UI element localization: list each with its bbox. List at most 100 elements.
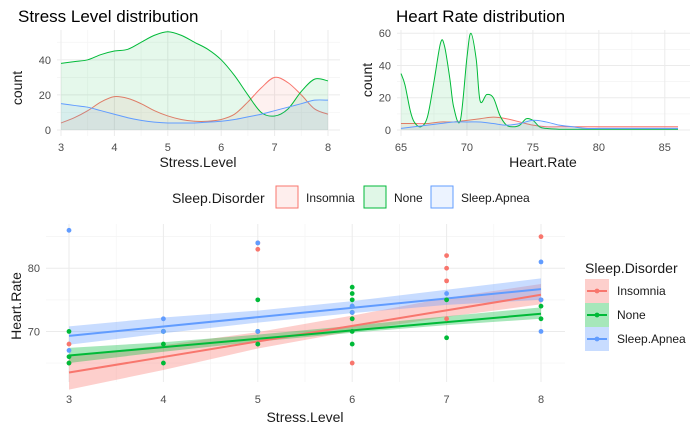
x-tick-label: 6 [349,394,355,406]
point-insomnia [538,234,544,240]
point-sleep-apnea [349,303,355,309]
scatter-chart-xlabel: Stress.Level [266,409,343,425]
point-none [349,329,355,334]
point-none [444,297,449,303]
x-tick-label: 80 [593,142,605,154]
top-legend-item-sleep-apnea: Sleep.Apnea [430,185,530,209]
heartrate-chart-panel [397,30,690,136]
point-none [161,360,166,366]
c1-area-none [61,31,328,130]
point-insomnia [255,246,261,252]
point-sleep-apnea [444,291,449,296]
point-none [255,297,261,303]
fit-line-none [68,312,542,357]
heartrate-chart-ylabel: count [359,63,375,97]
top-legend: Sleep.Disorder Insomnia None Sleep.Apnea [172,185,530,209]
x-tick-label: 6 [218,142,224,154]
point-none [349,291,355,296]
point-none [161,341,166,347]
top-legend-item-none: None [363,185,423,209]
c2-area-none [401,33,678,130]
scatter-chart: 3 4 5 6 7 8 70 80 Stress.Level Heart.Rate [8,224,565,425]
point-sleep-apnea [161,329,166,334]
x-tick-label: 65 [395,142,407,154]
y-tick-label: 20 [39,90,51,102]
y-tick-label: 70 [28,326,40,338]
point-sleep-apnea [538,259,544,265]
scatter-chart-ylabel: Heart.Rate [8,272,24,340]
point-insomnia [444,253,449,258]
point-sleep-apnea [538,329,544,334]
right-legend-dot-none [594,312,600,318]
y-tick-label: 40 [379,60,391,72]
ci-band-insomnia [69,284,541,390]
c1-line-sleep-apnea [60,99,329,124]
right-legend-item-none: None [585,303,646,327]
point-none [349,341,355,347]
top-legend-item-insomnia: Insomnia [275,185,355,209]
heartrate-chart-areas [400,32,679,130]
y-tick-label: 60 [379,28,391,40]
stress-chart-ylabel: count [9,71,25,105]
point-insomnia [66,341,72,347]
y-tick-label: 0 [385,125,391,137]
stress-chart-y-ticks: 0 20 40 [39,55,51,137]
stress-density-chart: Stress Level distribution 3 4 5 6 7 8 0 20 40 S… [9,7,340,170]
point-none [66,360,72,366]
x-tick-label: 75 [527,142,539,154]
x-tick-label: 3 [66,394,72,406]
point-sleep-apnea [349,310,355,315]
x-tick-label: 85 [659,142,671,154]
right-legend-item-insomnia: Insomnia [585,279,666,303]
heartrate-chart-y-ticks: 0 20 40 60 [379,28,391,137]
x-tick-label: 4 [111,142,117,154]
x-tick-label: 7 [272,142,278,154]
point-insomnia [349,360,355,366]
fit-line-sleep-apnea [68,288,542,337]
x-tick-label: 4 [160,394,166,406]
right-legend-dot-sleep-apnea [594,336,600,342]
y-tick-label: 20 [379,93,391,105]
point-none [66,329,72,334]
top-legend-key-insomnia [275,185,299,209]
stress-chart-panel [57,30,340,136]
point-sleep-apnea [255,240,261,246]
c2-line-sleep-apnea [400,119,679,130]
c1-area-insomnia [61,77,328,130]
c1-area-sleep-apnea [61,99,328,130]
heartrate-chart-xlabel: Heart.Rate [509,154,577,170]
stress-chart-x-ticks: 3 4 5 6 7 8 [58,142,331,154]
top-legend-label-none: None [394,191,423,205]
c1-line-none [60,31,329,117]
c2-line-none [400,32,678,130]
x-tick-label: 7 [444,394,450,406]
top-legend-label-sleep-apnea: Sleep.Apnea [461,191,530,205]
x-tick-label: 5 [255,394,261,406]
stress-chart-grid [57,30,340,136]
right-legend-item-sleep-apnea: Sleep.Apnea [585,327,686,351]
stress-chart-areas [60,31,329,130]
scatter-chart-panel [46,224,565,382]
point-none [538,303,544,309]
scatter-chart-grid [46,224,565,382]
x-tick-label: 5 [165,142,171,154]
right-legend-dot-insomnia [594,288,600,294]
c2-area-sleep-apnea [401,120,678,130]
heartrate-density-chart: Heart Rate distribution 65 70 75 80 85 0 20 40… [359,7,690,170]
top-legend-label-insomnia: Insomnia [306,191,355,205]
right-legend: Sleep.Disorder Insomnia None Sleep.Apnea [585,260,686,351]
y-tick-label: 40 [39,55,51,67]
point-none [66,354,72,360]
scatter-chart-points [66,227,544,366]
stress-chart-title: Stress Level distribution [18,7,198,26]
right-legend-title: Sleep.Disorder [585,260,678,276]
heartrate-chart-title: Heart Rate distribution [396,7,565,26]
point-insomnia [444,278,449,284]
point-none [349,284,355,290]
stress-chart-xlabel: Stress.Level [159,154,236,170]
scatter-chart-x-ticks: 3 4 5 6 7 8 [66,394,544,406]
c1-line-insomnia [60,76,329,124]
top-legend-key-none [363,185,387,209]
point-none [349,316,355,322]
